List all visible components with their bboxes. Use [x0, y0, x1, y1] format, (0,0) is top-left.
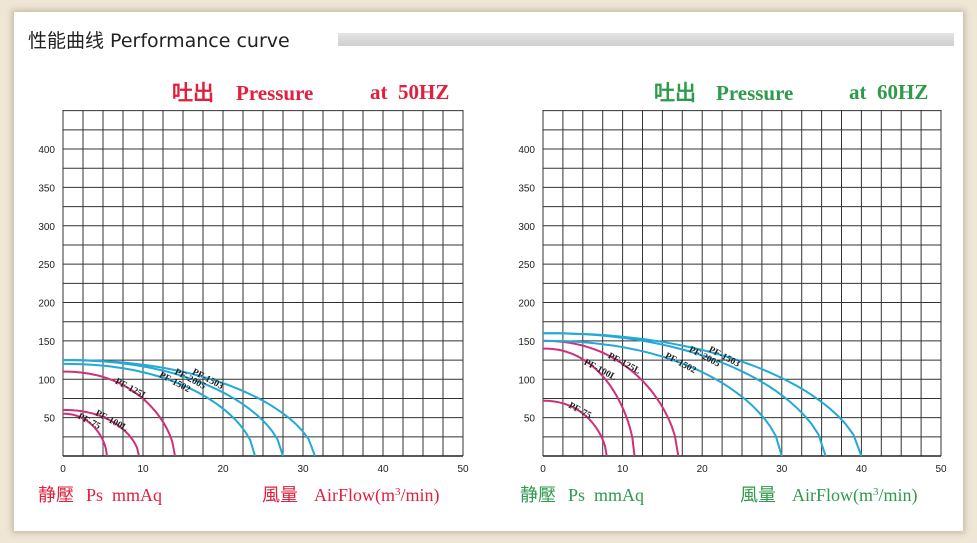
chart1-xlabel-en: AirFlow(m3/min): [314, 485, 440, 506]
curve-pf-100l: [543, 347, 636, 457]
chart2-freq: at 60HZ: [849, 80, 928, 104]
x-tick-label: 40: [377, 464, 389, 475]
y-tick-label: 250: [38, 260, 55, 271]
x-tick-label: 50: [457, 464, 469, 475]
x-tick-label: 20: [217, 464, 229, 475]
y-tick-label: 150: [518, 337, 535, 348]
x-tick-label: 10: [617, 464, 629, 475]
x-tick-label: 30: [297, 464, 309, 475]
y-tick-label: 350: [38, 183, 55, 194]
x-tick-label: 50: [935, 464, 947, 475]
y-tick-label: 100: [518, 375, 535, 386]
chart2-ylabel-cn: 静壓: [520, 485, 556, 505]
y-tick-label: 250: [518, 260, 535, 271]
x-tick-label: 0: [540, 464, 546, 475]
chart1-ylabel-en: Ps mmAq: [86, 485, 162, 505]
y-tick-label: 50: [44, 414, 56, 425]
y-tick-label: 100: [38, 375, 55, 386]
curve-pf-1502: [543, 339, 783, 457]
x-tick-label: 10: [137, 464, 149, 475]
x-tick-label: 30: [776, 464, 788, 475]
y-tick-label: 400: [518, 145, 535, 156]
chart1-ylabel-cn: 静壓: [38, 485, 74, 505]
x-tick-label: 0: [60, 464, 66, 475]
chart1-freq: at 50HZ: [370, 80, 449, 104]
curve-pf-75: [543, 399, 608, 457]
curve-label: PF-75: [567, 401, 593, 421]
page-title: 性能曲线 Performance curve: [28, 30, 290, 52]
curve-pf-125l: [63, 370, 176, 457]
x-tick-label: 40: [856, 464, 868, 475]
curve-pf-1502: [63, 362, 256, 457]
curve-pf-100l: [62, 408, 140, 457]
y-tick-label: 200: [38, 299, 55, 310]
y-tick-label: 50: [524, 414, 536, 425]
chart1-xlabel-cn: 風量: [262, 485, 298, 505]
header-bar: [338, 33, 954, 46]
y-tick-label: 300: [38, 222, 55, 233]
curve-pf-75: [63, 412, 108, 457]
curve-pf-2005: [543, 332, 827, 457]
chart2-title-cn: 吐出: [654, 81, 696, 105]
chart1-title-en: Pressure: [236, 81, 313, 105]
y-tick-label: 300: [518, 222, 535, 233]
y-tick-label: 150: [38, 337, 55, 348]
chart2-ylabel-en: Ps mmAq: [568, 485, 644, 505]
x-tick-label: 20: [697, 464, 709, 475]
chart1-title-cn: 吐出: [172, 81, 214, 105]
chart2-title-en: Pressure: [716, 81, 793, 105]
y-tick-label: 350: [518, 183, 535, 194]
chart2-xlabel-cn: 風量: [740, 485, 776, 505]
curve-pf-2005: [63, 359, 284, 457]
y-tick-label: 400: [38, 145, 55, 156]
y-tick-label: 200: [518, 299, 535, 310]
chart2-xlabel-en: AirFlow(m3/min): [792, 485, 918, 506]
